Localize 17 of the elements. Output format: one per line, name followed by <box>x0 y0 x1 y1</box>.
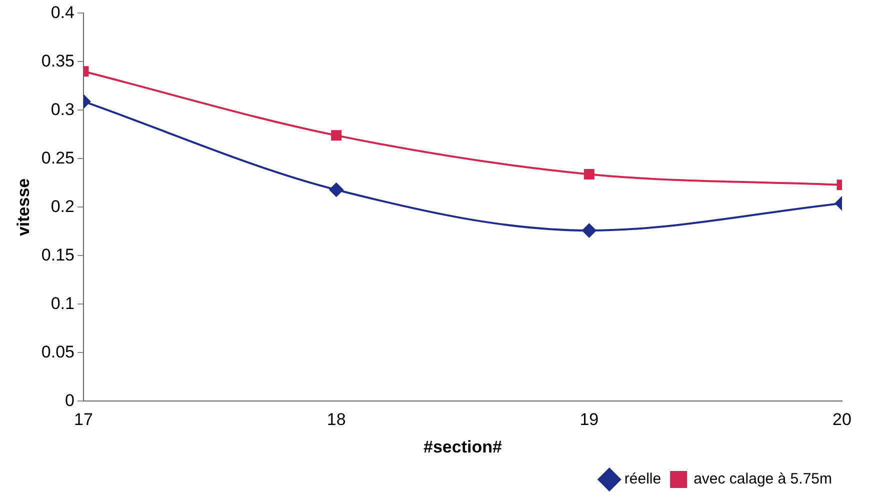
x-tick-label: 19 <box>580 410 599 430</box>
x-tick-label: 18 <box>326 410 346 430</box>
y-axis-title: vitesse <box>14 178 33 236</box>
y-tick-label: 0.35 <box>41 51 74 70</box>
x-axis-title: #section# <box>424 437 502 456</box>
y-tick-label: 0.15 <box>41 245 74 264</box>
legend-label: réelle <box>624 470 662 488</box>
y-tick-label: 0.4 <box>50 2 74 22</box>
x-tick-label: 20 <box>832 410 852 430</box>
y-tick-label: 0.3 <box>50 100 74 119</box>
legend-label: avec calage à 5.75m <box>694 470 832 488</box>
y-tick-label: 0.25 <box>41 148 74 168</box>
y-tick-label: 0.1 <box>50 294 74 313</box>
y-tick-label: 0.2 <box>50 196 74 216</box>
y-tick-label: 0.05 <box>41 342 74 362</box>
y-tick-label: 0 <box>65 390 74 410</box>
x-tick-label: 17 <box>74 410 93 430</box>
